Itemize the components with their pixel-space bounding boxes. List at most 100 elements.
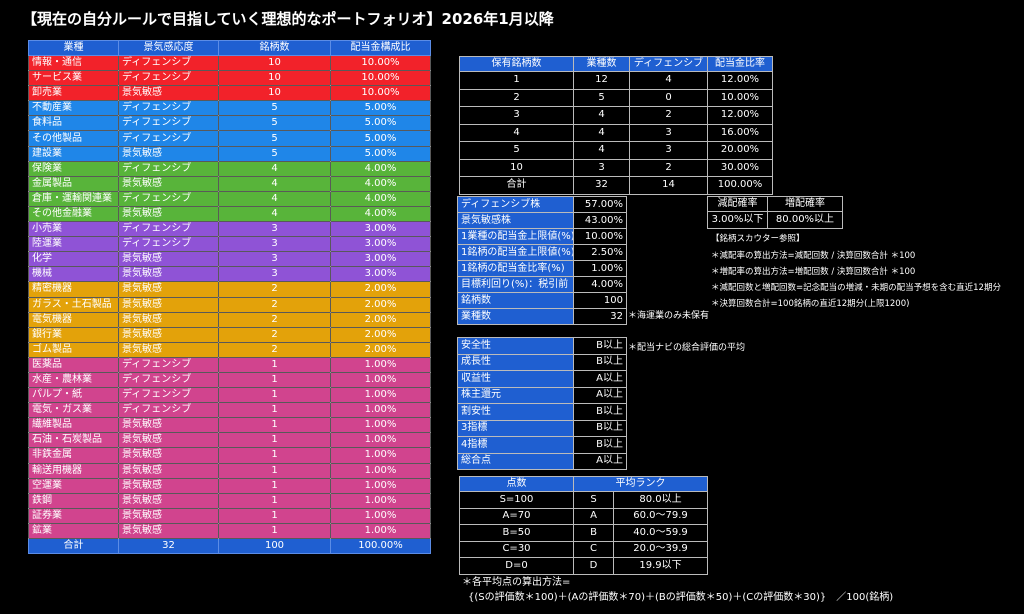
score-note-formula: {(Sの評価数＊100)＋(Aの評価数＊70)＋(Bの評価数＊50)＋(Cの評価… — [468, 592, 894, 603]
holdings-defensive: 3 — [629, 123, 708, 142]
industry-row: 非鉄金属 景気敏感 1 1.00% — [28, 447, 431, 464]
industry-name: 陸運業 — [28, 236, 119, 253]
industry-dividend-ratio: 2.00% — [330, 296, 431, 313]
holdings-row: 1 12 4 12.00% — [459, 71, 773, 90]
industry-sensitivity: ディフェンシブ — [118, 356, 219, 373]
score-points: D=0 — [459, 557, 574, 575]
page-title: 【現在の自分ルールで目指していく理想的なポートフォリオ】2026年1月以降 — [22, 10, 554, 28]
holdings-count: 10 — [459, 158, 574, 177]
evaluation-value: B以上 — [573, 337, 627, 355]
stats-row: 1銘柄の配当金上限値(%) 2.50% — [457, 244, 627, 261]
evaluation-row: 株主還元 A以上 — [457, 386, 627, 404]
evaluation-row: 安全性 B以上 — [457, 337, 627, 355]
evaluation-label: 割安性 — [457, 403, 574, 421]
holdings-defensive: 2 — [629, 106, 708, 125]
industry-dividend-ratio: 4.00% — [330, 205, 431, 223]
ratio-note-raise-method: ＊増配率の算出方法=増配回数 / 決算回数合計 ＊100 — [711, 267, 916, 277]
industry-dividend-ratio: 1.00% — [330, 356, 431, 373]
industry-stock-count: 3 — [218, 236, 331, 253]
industry-stock-count: 4 — [218, 175, 331, 192]
industry-sensitivity: ディフェンシブ — [118, 402, 219, 419]
industry-dividend-ratio: 5.00% — [330, 100, 431, 117]
holdings-ratio: 12.00% — [707, 71, 773, 90]
evaluation-label: 成長性 — [457, 353, 574, 371]
stats-value: 43.00% — [573, 212, 627, 229]
holdings-industries: 4 — [573, 123, 630, 142]
total-industries: 32 — [118, 537, 219, 555]
industry-row: 化学 景気敏感 3 3.00% — [28, 251, 431, 268]
industry-dividend-ratio: 1.00% — [330, 462, 431, 479]
industry-stock-count: 1 — [218, 402, 331, 419]
industry-stock-count: 5 — [218, 145, 331, 162]
stats-row: 銘柄数 100 — [457, 292, 627, 309]
holdings-industries: 3 — [573, 158, 630, 177]
industry-table: 業種 景気感応度 銘柄数 配当金構成比 情報・通信 ディフェンシブ 10 10.00%… — [28, 40, 431, 555]
industry-row: 金属製品 景気敏感 4 4.00% — [28, 175, 431, 192]
industry-name: 情報・通信 — [28, 54, 119, 72]
score-rank: A — [573, 507, 614, 525]
industry-name: 小売業 — [28, 221, 119, 238]
score-row: B=50 B 40.0～59.9 — [459, 524, 708, 542]
industry-stock-count: 1 — [218, 477, 331, 494]
industry-dividend-ratio: 1.00% — [330, 522, 431, 540]
stats-value: 1.00% — [573, 260, 627, 277]
stats-row: 景気敏感株 43.00% — [457, 212, 627, 229]
industry-stock-count: 3 — [218, 266, 331, 283]
industry-row: 機械 景気敏感 3 3.00% — [28, 266, 431, 283]
industry-dividend-ratio: 10.00% — [330, 85, 431, 102]
stats-label: 銘柄数 — [457, 292, 574, 309]
industry-total-row: 合計 32 100 100.00% — [28, 537, 431, 555]
stats-row: 目標利回り(%)：税引前 4.00% — [457, 276, 627, 293]
ratio-cut-value: 3.00%以下 — [707, 211, 768, 229]
stats-row: 業種数 32 — [457, 308, 627, 325]
industry-stock-count: 2 — [218, 326, 331, 343]
industry-sensitivity: 景気敏感 — [118, 447, 219, 464]
industry-name: 医薬品 — [28, 356, 119, 373]
stats-label: 景気敏感株 — [457, 212, 574, 229]
score-range: 60.0～79.9 — [613, 507, 708, 525]
evaluation-value: B以上 — [573, 403, 627, 421]
industry-row: 鉄鋼 景気敏感 1 1.00% — [28, 492, 431, 509]
evaluation-row: 収益性 A以上 — [457, 370, 627, 388]
industry-dividend-ratio: 2.00% — [330, 311, 431, 328]
holdings-industries: 4 — [573, 106, 630, 125]
industry-row: パルプ・紙 ディフェンシブ 1 1.00% — [28, 387, 431, 404]
holdings-industries: 32 — [573, 176, 630, 195]
industry-dividend-ratio: 4.00% — [330, 190, 431, 207]
industry-name: 電気機器 — [28, 311, 119, 328]
industry-row: 電気・ガス業 ディフェンシブ 1 1.00% — [28, 402, 431, 419]
holdings-ratio: 30.00% — [707, 158, 773, 177]
industry-stock-count: 1 — [218, 356, 331, 373]
holdings-defensive: 3 — [629, 141, 708, 160]
stats-label: 1業種の配当金上限値(%) — [457, 228, 574, 245]
industry-name: その他金融業 — [28, 205, 119, 223]
stats-value: 32 — [573, 308, 627, 325]
evaluation-row: 割安性 B以上 — [457, 403, 627, 421]
industry-name: 食料品 — [28, 115, 119, 132]
total-ratio: 100.00% — [330, 537, 431, 555]
holdings-row: 合計 32 14 100.00% — [459, 176, 773, 195]
industry-dividend-ratio: 3.00% — [330, 266, 431, 283]
industry-sensitivity: 景気敏感 — [118, 462, 219, 479]
industry-sensitivity: 景気敏感 — [118, 432, 219, 449]
industry-stock-count: 1 — [218, 432, 331, 449]
industry-sensitivity: 景気敏感 — [118, 477, 219, 494]
industry-stock-count: 10 — [218, 70, 331, 87]
industry-sensitivity: 景気敏感 — [118, 296, 219, 313]
holdings-ratio: 16.00% — [707, 123, 773, 142]
industry-dividend-ratio: 1.00% — [330, 387, 431, 404]
industry-sensitivity: 景気敏感 — [118, 145, 219, 162]
stats-value: 2.50% — [573, 244, 627, 261]
industry-sensitivity: 景気敏感 — [118, 85, 219, 102]
industry-sensitivity: ディフェンシブ — [118, 387, 219, 404]
stats-row: 1銘柄の配当金比率(%) 1.00% — [457, 260, 627, 277]
evaluation-row: 成長性 B以上 — [457, 353, 627, 371]
holdings-ratio: 12.00% — [707, 106, 773, 125]
evaluation-value: B以上 — [573, 436, 627, 454]
score-row: S=100 S 80.0以上 — [459, 491, 708, 509]
holdings-row: 5 4 3 20.00% — [459, 141, 773, 160]
header-count: 銘柄数 — [218, 40, 331, 56]
industry-dividend-ratio: 4.00% — [330, 175, 431, 192]
holdings-industries: 4 — [573, 141, 630, 160]
ratio-note-counts: ＊減配回数と増配回数=記念配当の増減・未期の配当予想を含む直近12期分 — [711, 283, 1001, 293]
